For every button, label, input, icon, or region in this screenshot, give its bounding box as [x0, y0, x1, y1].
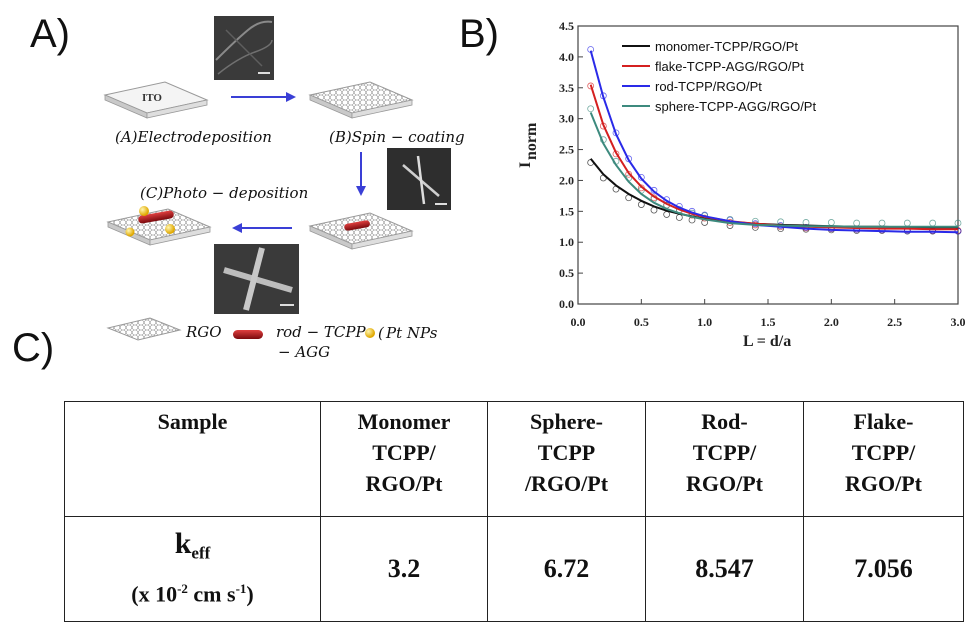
- schematic-legend: RGO rod − TCPP − AGG ( Pt NPs: [108, 318, 438, 361]
- series-line: [591, 113, 958, 227]
- y-tick-label: 3.0: [559, 112, 574, 126]
- value-monomer: 3.2: [321, 517, 488, 622]
- legend-pt-bracket: (: [378, 324, 385, 342]
- series-markers: [588, 46, 961, 234]
- header-sample: Sample: [65, 402, 321, 517]
- y-axis-label-main: I: [517, 162, 534, 168]
- header-sphere-line: Sphere-: [488, 406, 645, 437]
- keff-subscript: eff: [191, 543, 210, 562]
- final-catalyst-substrate: [108, 206, 210, 245]
- header-monomer-line: TCPP/: [321, 437, 487, 468]
- x-axis-label: L = d/a: [743, 333, 791, 350]
- sem-nanorod-cross-small-icon: [387, 148, 451, 210]
- step-c-label: (C)Photo − deposition: [140, 184, 308, 202]
- header-flake-line: Flake-: [804, 406, 963, 437]
- data-point: [854, 220, 860, 226]
- header-rod-line: TCPP/: [646, 437, 803, 468]
- series-line: [591, 159, 958, 228]
- y-tick-label: 1.5: [559, 204, 574, 218]
- sem-nanorod-cross-large-icon: [214, 244, 299, 314]
- step-a-label: (A)Electrodeposition: [115, 128, 272, 146]
- data-point: [879, 220, 885, 226]
- y-tick-label: 0.0: [559, 297, 574, 311]
- data-point: [588, 106, 594, 112]
- legend-rgo-label: RGO: [185, 323, 222, 341]
- header-sphere-line: /RGO/Pt: [488, 468, 645, 499]
- figure-canvas: ITO (A)Electrodeposition (B)Spin − coati…: [0, 0, 965, 400]
- keff-exponent: -1: [236, 581, 247, 596]
- keff-unit: ): [246, 581, 253, 606]
- data-point: [664, 211, 670, 217]
- results-table: Sample Monomer TCPP/ RGO/Pt Sphere- TCPP…: [64, 401, 964, 622]
- arrow-left-icon: [232, 223, 242, 233]
- rgo-legend-icon: [108, 318, 180, 340]
- header-sphere-line: TCPP: [488, 437, 645, 468]
- sem-rgo-sheet-icon: [214, 16, 274, 80]
- legend-label: monomer-TCPP/RGO/Pt: [655, 39, 798, 54]
- legend-rod-label: rod − TCPP: [276, 323, 366, 341]
- y-tick-label: 0.5: [559, 266, 574, 280]
- pt-legend-icon: [365, 328, 375, 338]
- x-tick-label: 2.5: [887, 315, 902, 329]
- header-flake-line: TCPP/: [804, 437, 963, 468]
- y-axis-label-sub: norm: [523, 122, 540, 160]
- chart: 0.0 0.5 1.0 1.5 2.0 2.5 3.0 3.5 4.0 4.5 0.0 0.5 1.0…: [517, 19, 965, 350]
- schematic: ITO (A)Electrodeposition (B)Spin − coati…: [105, 16, 465, 361]
- y-tick-label: 4.5: [559, 19, 574, 33]
- value-flake: 7.056: [804, 517, 964, 622]
- header-rod-line: RGO/Pt: [646, 468, 803, 499]
- x-tick-label: 0.0: [571, 315, 586, 329]
- x-tick-label: 2.0: [824, 315, 839, 329]
- data-point: [828, 219, 834, 225]
- header-monomer: Monomer TCPP/ RGO/Pt: [321, 402, 488, 517]
- table-header-row: Sample Monomer TCPP/ RGO/Pt Sphere- TCPP…: [65, 402, 964, 517]
- y-tick-label: 2.0: [559, 173, 574, 187]
- y-tick-label: 3.5: [559, 81, 574, 95]
- rgo-coated-substrate: [310, 82, 412, 118]
- value-rod: 8.547: [646, 517, 804, 622]
- arrow-down-icon: [356, 186, 366, 196]
- legend-label: sphere-TCPP-AGG/RGO/Pt: [655, 99, 816, 114]
- x-tick-label: 1.0: [697, 315, 712, 329]
- header-flake-line: RGO/Pt: [804, 468, 963, 499]
- x-tick-label: 1.5: [761, 315, 776, 329]
- legend-rod-label-2: − AGG: [278, 343, 330, 361]
- y-axis-label: I norm: [517, 122, 540, 168]
- header-monomer-line: RGO/Pt: [321, 468, 487, 499]
- table-row: keff (x 10-2 cm s-1) 3.2 6.72 8.547 7.05…: [65, 517, 964, 622]
- keff-symbol: k: [175, 527, 192, 560]
- y-tick-label: 1.0: [559, 235, 574, 249]
- series-lines: [591, 51, 958, 233]
- x-tick-label: 3.0: [951, 315, 965, 329]
- rod-legend-icon: [233, 330, 263, 339]
- ito-label: ITO: [142, 92, 162, 104]
- header-sphere: Sphere- TCPP /RGO/Pt: [488, 402, 646, 517]
- chart-legend: monomer-TCPP/RGO/Pt flake-TCPP-AGG/RGO/Pt…: [622, 39, 816, 114]
- data-point: [930, 220, 936, 226]
- y-tick-label: 2.5: [559, 143, 574, 157]
- keff-unit: cm s: [188, 581, 236, 606]
- keff-unit: (x 10: [131, 581, 177, 606]
- value-sphere: 6.72: [488, 517, 646, 622]
- keff-exponent: -2: [177, 581, 188, 596]
- x-tick-label: 0.5: [634, 315, 649, 329]
- data-point: [676, 215, 682, 221]
- legend-label: flake-TCPP-AGG/RGO/Pt: [655, 59, 804, 74]
- header-flake: Flake- TCPP/ RGO/Pt: [804, 402, 964, 517]
- arrow-right-icon: [286, 92, 296, 102]
- series-line: [591, 51, 958, 233]
- header-rod-line: Rod-: [646, 406, 803, 437]
- header-monomer-line: Monomer: [321, 406, 487, 437]
- ito-substrate: ITO: [105, 82, 207, 118]
- y-tick-label: 4.0: [559, 50, 574, 64]
- legend-label: rod-TCPP/RGO/Pt: [655, 79, 762, 94]
- data-point: [904, 220, 910, 226]
- step-b-label: (B)Spin − coating: [329, 128, 465, 146]
- legend-pt-label: Pt NPs: [385, 324, 438, 342]
- header-rod: Rod- TCPP/ RGO/Pt: [646, 402, 804, 517]
- rod-coated-substrate: [310, 213, 412, 249]
- keff-label: keff (x 10-2 cm s-1): [65, 517, 321, 622]
- y-axis: 0.0 0.5 1.0 1.5 2.0 2.5 3.0 3.5 4.0 4.5: [559, 19, 583, 311]
